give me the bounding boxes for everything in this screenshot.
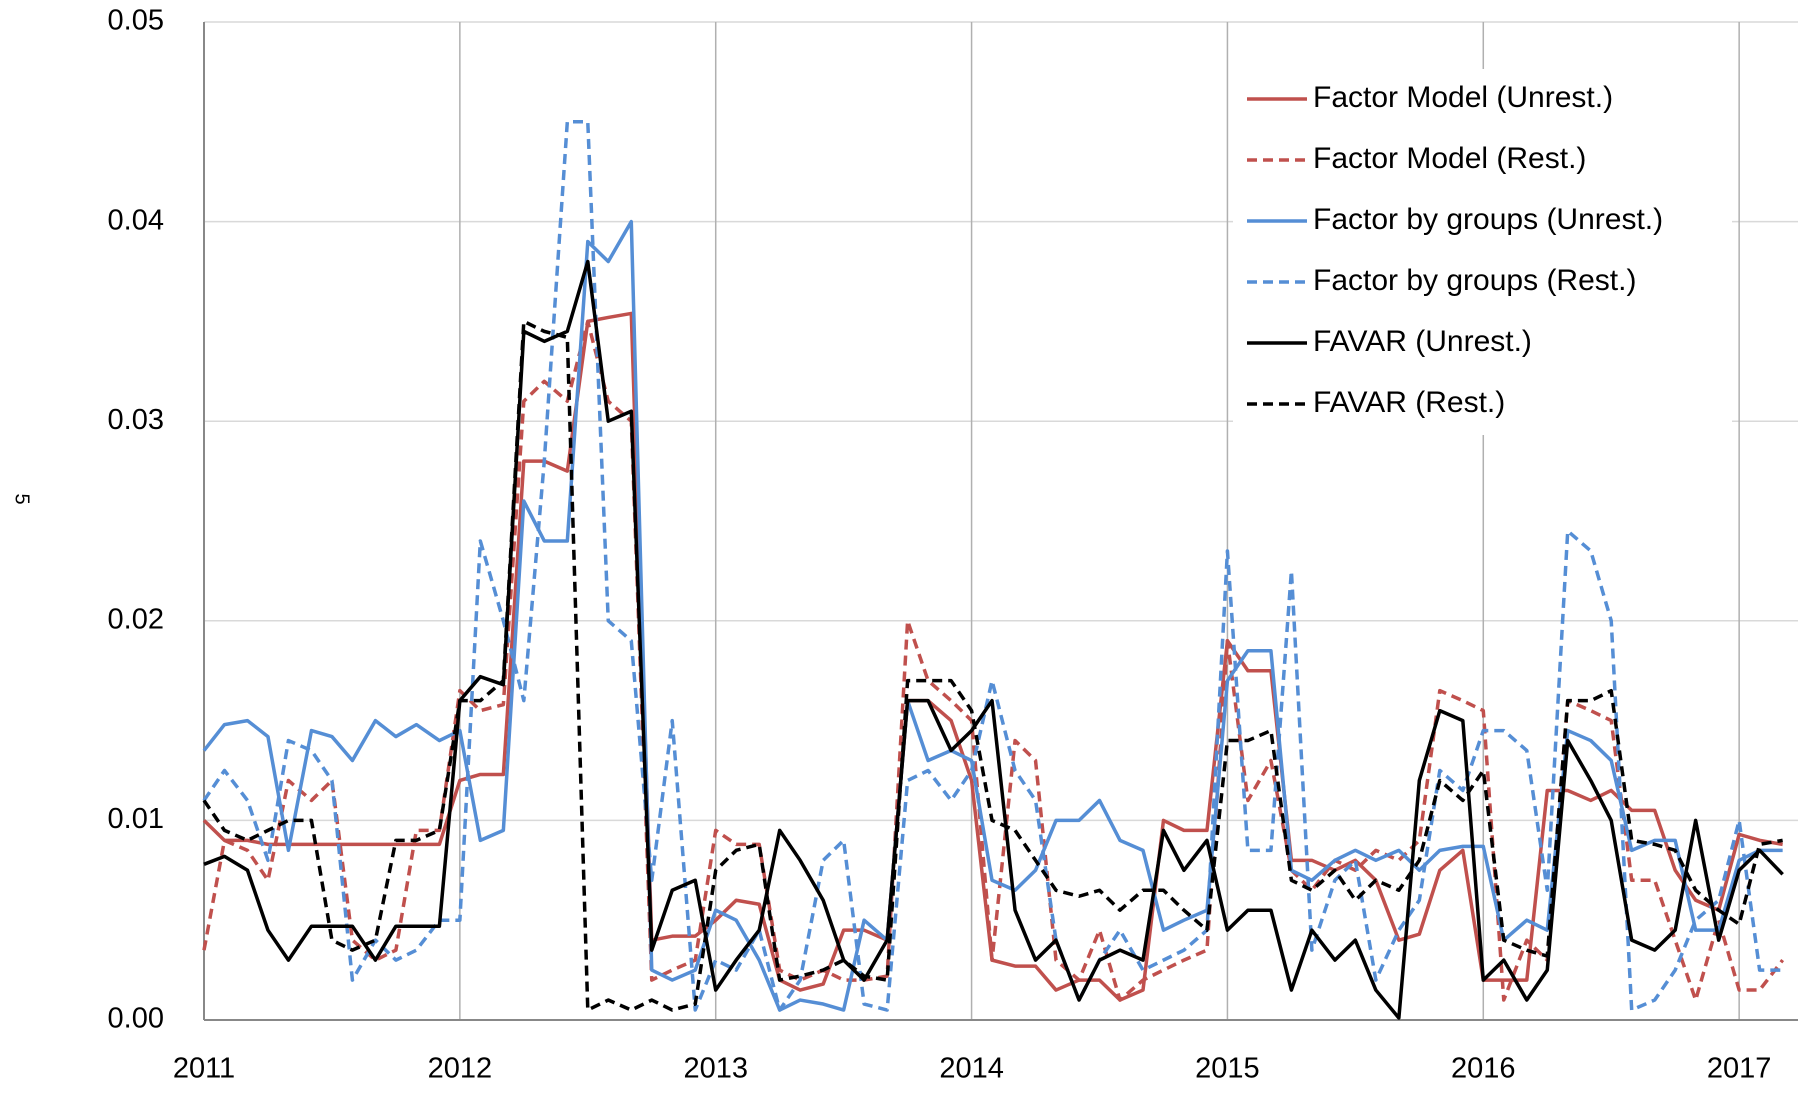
- x-tick-label: 2013: [683, 1053, 748, 1085]
- y-tick-label: 0.04: [108, 204, 164, 236]
- legend-label: FAVAR (Unrest.): [1313, 325, 1532, 358]
- x-tick-label: 2014: [939, 1053, 1004, 1085]
- legend-label: Factor by groups (Rest.): [1313, 264, 1636, 297]
- y-tick-label: 0.00: [108, 1003, 164, 1035]
- series-line: [202, 219, 1783, 1012]
- legend-label: Factor Model (Unrest.): [1313, 81, 1613, 114]
- page-number: 5: [11, 493, 33, 504]
- legend-label: Factor by groups (Unrest.): [1313, 203, 1663, 236]
- series-line: [202, 319, 1783, 1012]
- legend-label: Factor Model (Rest.): [1313, 142, 1586, 175]
- x-tick-label: 2017: [1707, 1053, 1772, 1085]
- y-tick-label: 0.05: [108, 5, 164, 37]
- y-tick-label: 0.01: [108, 803, 164, 835]
- series-line: [202, 319, 1785, 1002]
- y-tick-label: 0.02: [108, 603, 164, 635]
- series-line: [202, 120, 1783, 1012]
- legend-label: FAVAR (Rest.): [1313, 386, 1505, 419]
- x-tick-label: 2011: [173, 1053, 235, 1085]
- y-tick-label: 0.03: [108, 404, 164, 436]
- x-tick-label: 2016: [1451, 1053, 1516, 1085]
- x-tick-label: 2012: [428, 1053, 493, 1085]
- series-line: [203, 259, 1784, 1020]
- legend-box: [1233, 69, 1732, 435]
- x-tick-label: 2015: [1195, 1053, 1260, 1085]
